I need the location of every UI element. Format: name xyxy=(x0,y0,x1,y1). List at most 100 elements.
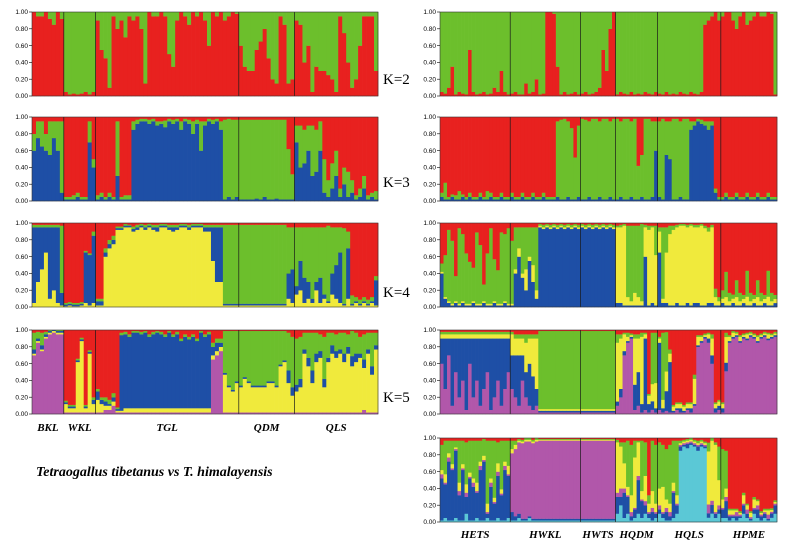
bar-segment-green xyxy=(573,223,578,226)
bar-segment-red xyxy=(661,223,666,228)
bar-segment-blue xyxy=(214,121,220,202)
bar-segment-yellow xyxy=(155,408,160,413)
bar-segment-green xyxy=(167,330,172,333)
panels-layer: 0.000.200.400.600.801.000.000.200.400.60… xyxy=(15,9,778,526)
bar-segment-cyan xyxy=(657,513,662,523)
bar-segment-green xyxy=(226,330,232,386)
bar-segment-blue xyxy=(724,305,729,308)
bar-segment-red xyxy=(195,16,200,97)
bar-segment-purple xyxy=(496,380,501,415)
bar-segment-cyan xyxy=(710,513,715,523)
bar-segment-green xyxy=(671,440,676,483)
bar-segment-blue xyxy=(699,340,704,343)
bar-segment-purple xyxy=(594,412,599,415)
bar-segment-blue xyxy=(682,305,687,308)
bar-segment-blue xyxy=(499,196,504,202)
bar-segment-green xyxy=(471,331,476,335)
bar-segment-red xyxy=(362,223,367,298)
bar-segment-blue xyxy=(250,303,256,306)
bar-segment-red xyxy=(32,223,37,225)
bar-segment-blue xyxy=(478,338,483,406)
bar-segment-yellow xyxy=(461,464,465,469)
bar-segment-green xyxy=(752,496,757,500)
bar-segment-purple xyxy=(471,397,476,415)
bar-segment-purple xyxy=(354,412,359,415)
bar-segment-yellow xyxy=(766,296,771,306)
bar-segment-yellow xyxy=(675,227,680,303)
bar-segment-green xyxy=(374,12,379,71)
bar-segment-blue xyxy=(127,199,132,202)
bar-segment-green xyxy=(326,12,331,76)
bar-segment-green xyxy=(95,195,100,200)
bar-segment-green xyxy=(692,121,697,126)
bar-segment-purple xyxy=(580,440,585,519)
bar-segment-blue xyxy=(492,338,497,398)
bar-segment-red xyxy=(731,117,736,197)
bar-segment-red xyxy=(238,330,244,332)
bar-segment-red xyxy=(538,223,543,225)
bar-segment-blue xyxy=(650,302,655,308)
bar-segment-purple xyxy=(123,412,128,415)
bar-segment-cyan xyxy=(475,517,479,523)
bar-segment-yellow xyxy=(590,227,595,230)
bar-segment-green xyxy=(720,402,725,405)
bar-segment-purple xyxy=(203,412,208,415)
k-label-5: K=5 xyxy=(383,390,410,406)
bar-segment-blue xyxy=(615,199,620,202)
bar-segment-green xyxy=(633,118,637,200)
bar-segment-red xyxy=(135,223,140,225)
bar-segment-purple xyxy=(99,412,104,415)
bar-segment-blue xyxy=(503,199,508,202)
bar-segment-yellow xyxy=(482,301,486,303)
bar-segment-red xyxy=(545,117,550,197)
bar-segment-cyan xyxy=(734,520,739,523)
bar-segment-purple xyxy=(573,440,578,519)
bar-segment-blue xyxy=(75,196,81,202)
bar-segment-red xyxy=(210,223,216,225)
population-label-bkl: BKL xyxy=(36,422,59,434)
bar-segment-red xyxy=(278,117,283,120)
bar-segment-green xyxy=(748,331,753,334)
bar-segment-purple xyxy=(731,514,736,517)
bar-segment-red xyxy=(139,117,144,119)
bar-segment-blue xyxy=(629,196,634,202)
bar-segment-green xyxy=(461,440,465,465)
bar-segment-red xyxy=(552,117,557,197)
bar-segment-red xyxy=(647,117,651,119)
bar-segment-blue xyxy=(450,305,455,308)
bar-segment-red xyxy=(119,20,124,97)
bar-segment-red xyxy=(510,93,515,97)
y-tick-label: 0.00 xyxy=(15,304,28,311)
bar-segment-blue xyxy=(175,227,180,230)
bar-segment-red xyxy=(654,438,658,445)
bar-segment-purple xyxy=(206,412,212,415)
bar-segment-green xyxy=(135,224,140,228)
bar-segment-red xyxy=(685,94,690,97)
bar-segment-blue xyxy=(457,199,462,202)
bar-segment-yellow xyxy=(99,305,104,308)
bar-segment-red xyxy=(254,117,260,120)
bar-segment-green xyxy=(115,121,120,176)
bar-segment-green xyxy=(115,226,120,229)
bar-segment-blue xyxy=(692,125,697,202)
bar-segment-red xyxy=(569,117,574,129)
bar-segment-red xyxy=(612,117,616,119)
bar-segment-red xyxy=(538,94,543,97)
bar-segment-red xyxy=(32,117,37,134)
bar-segment-green xyxy=(362,296,367,302)
bar-segment-green xyxy=(527,12,532,94)
bar-segment-green xyxy=(559,12,564,95)
bar-segment-green xyxy=(119,196,124,200)
bar-segment-red xyxy=(123,37,128,97)
bar-segment-blue xyxy=(370,366,375,375)
bar-segment-red xyxy=(492,87,497,97)
bar-segment-blue xyxy=(191,133,196,202)
bar-segment-green xyxy=(167,12,172,55)
bar-segment-yellow xyxy=(713,403,718,409)
bar-segment-red xyxy=(527,93,532,97)
bar-segment-red xyxy=(218,12,224,97)
bar-segment-green xyxy=(330,163,335,189)
bar-segment-yellow xyxy=(671,229,676,306)
bar-segment-green xyxy=(266,224,271,304)
bar-segment-red xyxy=(748,20,753,97)
